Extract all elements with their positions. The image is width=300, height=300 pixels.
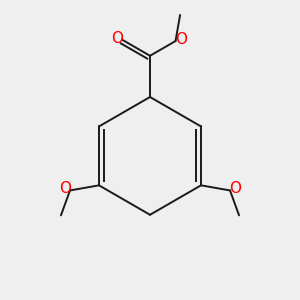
Text: O: O [59,182,71,196]
Text: O: O [229,182,241,196]
Text: O: O [111,31,123,46]
Text: O: O [175,32,187,47]
